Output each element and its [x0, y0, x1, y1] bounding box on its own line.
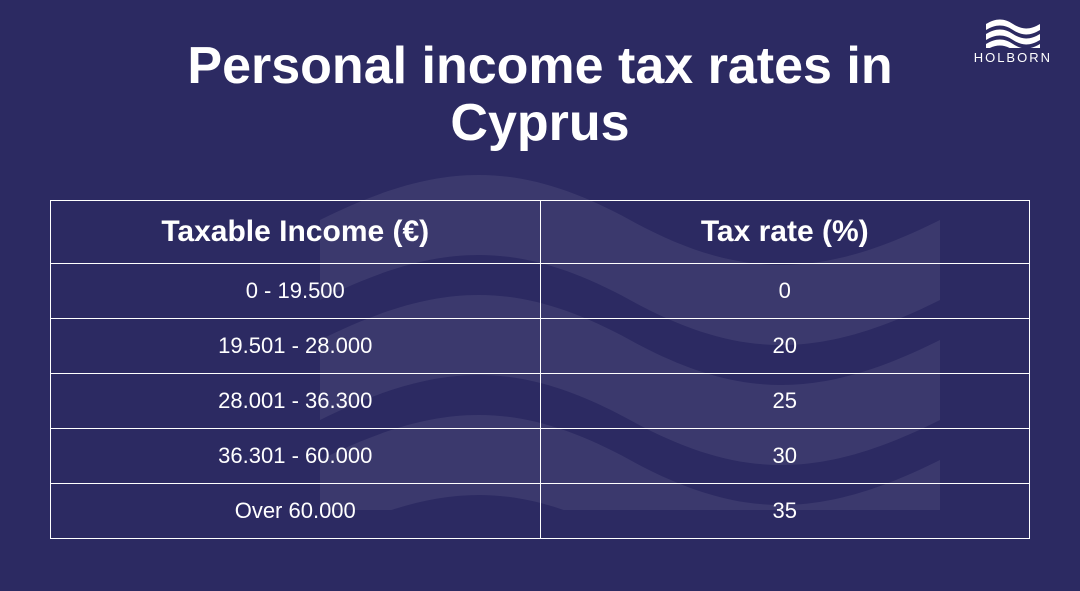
- cell-rate: 25: [540, 374, 1030, 429]
- table-row: 0 - 19.500 0: [51, 264, 1030, 319]
- tax-table: Taxable Income (€) Tax rate (%) 0 - 19.5…: [50, 200, 1030, 539]
- page-title: Personal income tax rates in Cyprus: [0, 38, 1080, 152]
- slide: HOLBORN Personal income tax rates in Cyp…: [0, 0, 1080, 591]
- cell-income: 0 - 19.500: [51, 264, 541, 319]
- cell-rate: 20: [540, 319, 1030, 374]
- table-row: 19.501 - 28.000 20: [51, 319, 1030, 374]
- col-header-income: Taxable Income (€): [51, 201, 541, 264]
- cell-rate: 35: [540, 484, 1030, 539]
- cell-income: 19.501 - 28.000: [51, 319, 541, 374]
- col-header-rate: Tax rate (%): [540, 201, 1030, 264]
- tax-table-wrap: Taxable Income (€) Tax rate (%) 0 - 19.5…: [50, 200, 1030, 539]
- cell-income: 36.301 - 60.000: [51, 429, 541, 484]
- table-row: 28.001 - 36.300 25: [51, 374, 1030, 429]
- cell-income: Over 60.000: [51, 484, 541, 539]
- cell-income: 28.001 - 36.300: [51, 374, 541, 429]
- table-header-row: Taxable Income (€) Tax rate (%): [51, 201, 1030, 264]
- cell-rate: 30: [540, 429, 1030, 484]
- table-row: Over 60.000 35: [51, 484, 1030, 539]
- table-row: 36.301 - 60.000 30: [51, 429, 1030, 484]
- cell-rate: 0: [540, 264, 1030, 319]
